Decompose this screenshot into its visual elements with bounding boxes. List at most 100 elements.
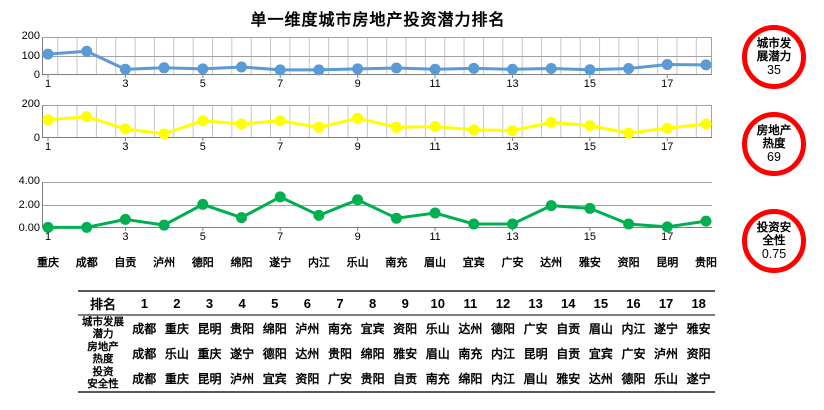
city-cell: 广安 [523, 322, 548, 336]
data-point [429, 207, 441, 219]
city-label: 南充 [385, 257, 408, 269]
city-cell: 乐山 [654, 372, 679, 386]
city-cell: 重庆 [164, 372, 189, 386]
x-tick-label: 11 [429, 141, 441, 153]
data-point [429, 63, 441, 75]
x-tick-label: 13 [506, 231, 519, 243]
city-cell: 广安 [327, 372, 352, 386]
x-tick-label: 3 [122, 231, 129, 243]
rank-number-header: 16 [626, 295, 641, 311]
x-tick-label: 9 [354, 141, 361, 153]
city-cell: 雅安 [556, 372, 581, 386]
x-tick-label: 17 [661, 78, 674, 90]
city-cell: 德阳 [491, 322, 516, 336]
x-tick-label: 15 [583, 141, 596, 153]
data-point [468, 218, 480, 230]
rank-number-header: 3 [205, 295, 214, 311]
data-point [197, 198, 209, 210]
rank-number-header: 8 [368, 295, 377, 311]
city-cell: 资阳 [295, 372, 320, 386]
rank-header-label: 排名 [89, 296, 116, 312]
x-tick-label: 11 [429, 78, 441, 90]
data-point [274, 115, 286, 127]
data-point [390, 121, 402, 133]
data-point [352, 194, 364, 206]
city-cell: 昆明 [197, 322, 222, 336]
y-tick-label: 0 [33, 69, 40, 81]
plot-area [42, 37, 712, 78]
x-tick-label: 13 [506, 78, 519, 90]
y-tick-label: 100 [21, 49, 40, 62]
city-cell: 宜宾 [588, 347, 613, 361]
table-row: 城市发展 潜力 成都 重庆 昆明 贵阳 绵阳 泸州 南充 宜宾 资阳 乐山 达州 德阳 广安 自贡 眉山 内江 遂宁… [78, 315, 715, 341]
data-point [623, 63, 635, 74]
city-label: 资阳 [617, 257, 640, 269]
data-point [661, 59, 673, 70]
rank-number-header: 11 [463, 295, 478, 311]
city-cell: 雅安 [686, 322, 711, 336]
city-label: 宜宾 [462, 257, 485, 269]
x-tick-label: 13 [506, 141, 519, 153]
data-point [507, 63, 518, 75]
data-point [584, 202, 596, 214]
data-point [197, 63, 209, 75]
x-tick-label: 3 [122, 78, 129, 90]
data-point [81, 45, 93, 57]
x-tick-label: 7 [277, 231, 284, 243]
city-cell: 绵阳 [458, 372, 483, 386]
data-point [545, 200, 557, 212]
row-metric-label: 房地产 热度 [87, 341, 119, 365]
rank-number-header: 13 [528, 295, 543, 311]
data-point [661, 122, 673, 134]
data-point [545, 63, 557, 74]
data-point [700, 215, 712, 227]
x-tick-label: 17 [661, 231, 674, 243]
data-point [119, 213, 131, 225]
city-cell: 宜宾 [262, 372, 287, 386]
city-cell: 达州 [588, 372, 613, 386]
data-point [158, 219, 170, 231]
rank-number-header: 2 [173, 295, 181, 311]
city-cell: 重庆 [197, 347, 222, 361]
city-cell: 乐山 [425, 322, 450, 336]
city-cell: 南充 [327, 322, 352, 336]
x-tick-label: 5 [199, 141, 206, 153]
rank-number-header: 5 [271, 295, 279, 311]
data-point [236, 212, 247, 224]
data-point [42, 221, 54, 233]
rank-number-header: 17 [658, 295, 674, 311]
x-tick-label: 7 [277, 78, 284, 90]
x-tick-label: 15 [583, 231, 596, 243]
data-point [352, 112, 364, 124]
x-tick-label: 7 [277, 141, 284, 153]
x-tick-label: 3 [122, 141, 129, 153]
badge-value: 69 [767, 149, 781, 164]
x-axis-labels: 1 3 5 7 9 11 13 15 17 [42, 141, 712, 154]
data-point [390, 62, 402, 74]
plot-area [42, 182, 712, 233]
x-tick-label: 1 [44, 231, 52, 243]
city-cell: 眉山 [523, 372, 548, 386]
city-cell: 乐山 [164, 347, 189, 361]
ranking-table-header: 排名 1 2 3 4 5 6 7 8 9 10 11 12 13 14 15 16 17 18 [78, 291, 715, 315]
city-cell: 内江 [491, 347, 516, 361]
city-label: 德阳 [191, 257, 214, 269]
x-tick-label: 5 [199, 78, 206, 90]
data-point [313, 64, 325, 76]
data-point [313, 121, 325, 133]
city-cell: 眉山 [588, 322, 613, 336]
city-cell: 成都 [132, 347, 157, 361]
data-point [623, 127, 635, 139]
y-tick-label: 200 [21, 30, 40, 42]
city-label: 达州 [540, 257, 563, 269]
city-cell: 遂宁 [686, 372, 711, 386]
rank-number-header: 15 [593, 295, 609, 311]
badge-label: 热度 [762, 137, 786, 150]
y-tick-label: 2.00 [18, 198, 40, 211]
city-cell: 昆明 [523, 347, 548, 361]
city-cell: 遂宁 [654, 322, 679, 336]
city-cell: 自贡 [556, 322, 581, 336]
city-cell: 雅安 [393, 347, 418, 361]
row-metric-label: 城市发展 潜力 [82, 316, 124, 340]
